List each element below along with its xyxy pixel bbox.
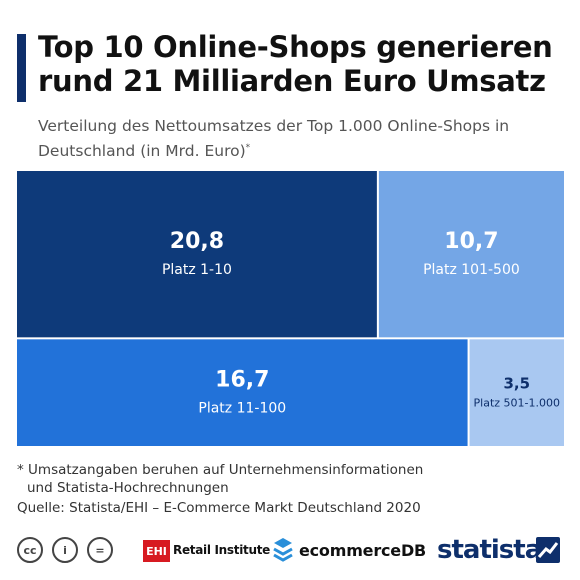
title-accent-bar [17, 34, 26, 102]
treemap-category-label-2: Platz 11-100 [198, 401, 286, 417]
treemap-value-label-0: 20,8 [170, 229, 224, 254]
ecommercedb-logo-text[interactable]: ecommerceDB [299, 541, 427, 560]
statista-icon[interactable] [536, 537, 560, 563]
treemap-value-label-2: 16,7 [215, 368, 269, 393]
footnote: * Umsatzangaben beruhen auf Unternehmens… [17, 461, 557, 497]
subtitle-text: Verteilung des Nettoumsatzes der Top 1.0… [38, 117, 510, 161]
chart-title: Top 10 Online-Shops generieren rund 21 M… [38, 30, 553, 98]
treemap-tile-0 [17, 171, 377, 338]
footnote-line-1: * Umsatzangaben beruhen auf Unternehmens… [17, 462, 424, 478]
statista-logo-text[interactable]: statista [437, 535, 542, 565]
no-derivatives-icon[interactable]: = [87, 537, 113, 563]
treemap-tile-3 [469, 339, 564, 446]
treemap-value-label-3: 3,5 [503, 375, 530, 393]
treemap-tile-2 [17, 339, 468, 446]
subtitle-footnote-mark: * [245, 143, 251, 153]
treemap-category-label-1: Platz 101-500 [423, 262, 520, 278]
treemap-tile-1 [378, 171, 564, 338]
treemap-category-label-0: Platz 1-10 [162, 262, 232, 278]
ehi-logo-text[interactable]: Retail Institute [173, 543, 270, 557]
footnote-line-2: und Statista-Hochrechnungen [27, 480, 229, 496]
attribution-icon[interactable]: i [52, 537, 78, 563]
ecommercedb-icon[interactable] [272, 537, 294, 563]
creative-commons-icon[interactable]: cc [17, 537, 43, 563]
chart-subtitle: Verteilung des Nettoumsatzes der Top 1.0… [38, 115, 558, 162]
treemap-value-label-1: 10,7 [444, 229, 498, 254]
ehi-logo[interactable]: EHI [143, 540, 170, 562]
source-note: Quelle: Statista/EHI – E-Commerce Markt … [17, 500, 421, 516]
treemap-category-label-3: Platz 501-1.000 [474, 397, 560, 410]
